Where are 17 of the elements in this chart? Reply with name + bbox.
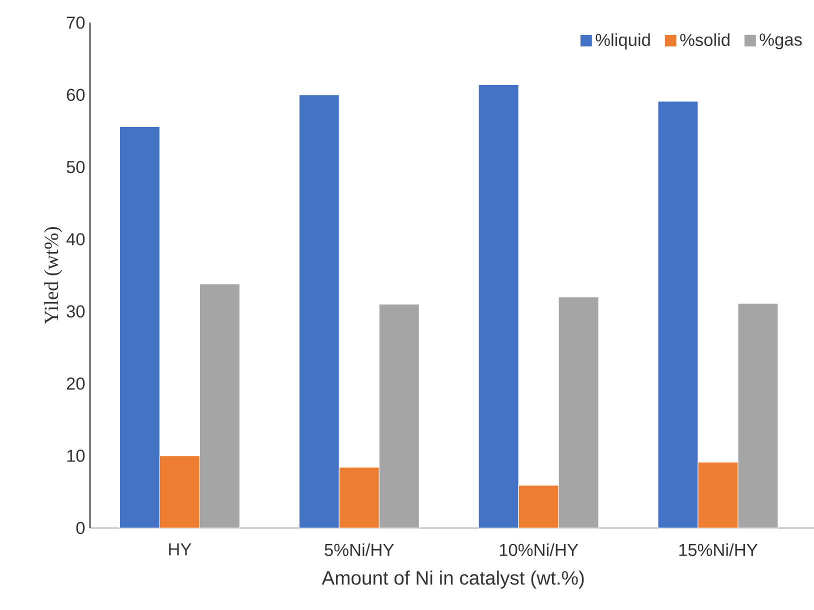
x-tick-label: HY <box>169 543 192 556</box>
x-tick-label: 10%Ni/HY <box>500 543 578 556</box>
legend-label: %solid <box>680 33 730 46</box>
y-tick-label: 20 <box>66 377 85 390</box>
y-tick-label: 30 <box>66 305 85 318</box>
y-tick-label: 0 <box>76 522 85 534</box>
y-axis-title: Yiled (wt%) <box>44 227 62 324</box>
y-tick-label: 40 <box>66 233 85 246</box>
x-tick-label: 5%Ni/HY <box>324 543 394 556</box>
legend-label: %liquid <box>596 33 650 50</box>
legend-label: %gas <box>760 34 802 50</box>
y-tick-label: 60 <box>66 88 85 101</box>
x-axis-title: Amount of Ni in catalyst (wt.%) <box>322 570 584 589</box>
x-tick-label: 15%Ni/HY <box>679 543 758 556</box>
y-tick-label: 50 <box>66 160 85 174</box>
y-tick-label: 10 <box>67 450 85 462</box>
y-tick-label: 70 <box>66 16 85 29</box>
